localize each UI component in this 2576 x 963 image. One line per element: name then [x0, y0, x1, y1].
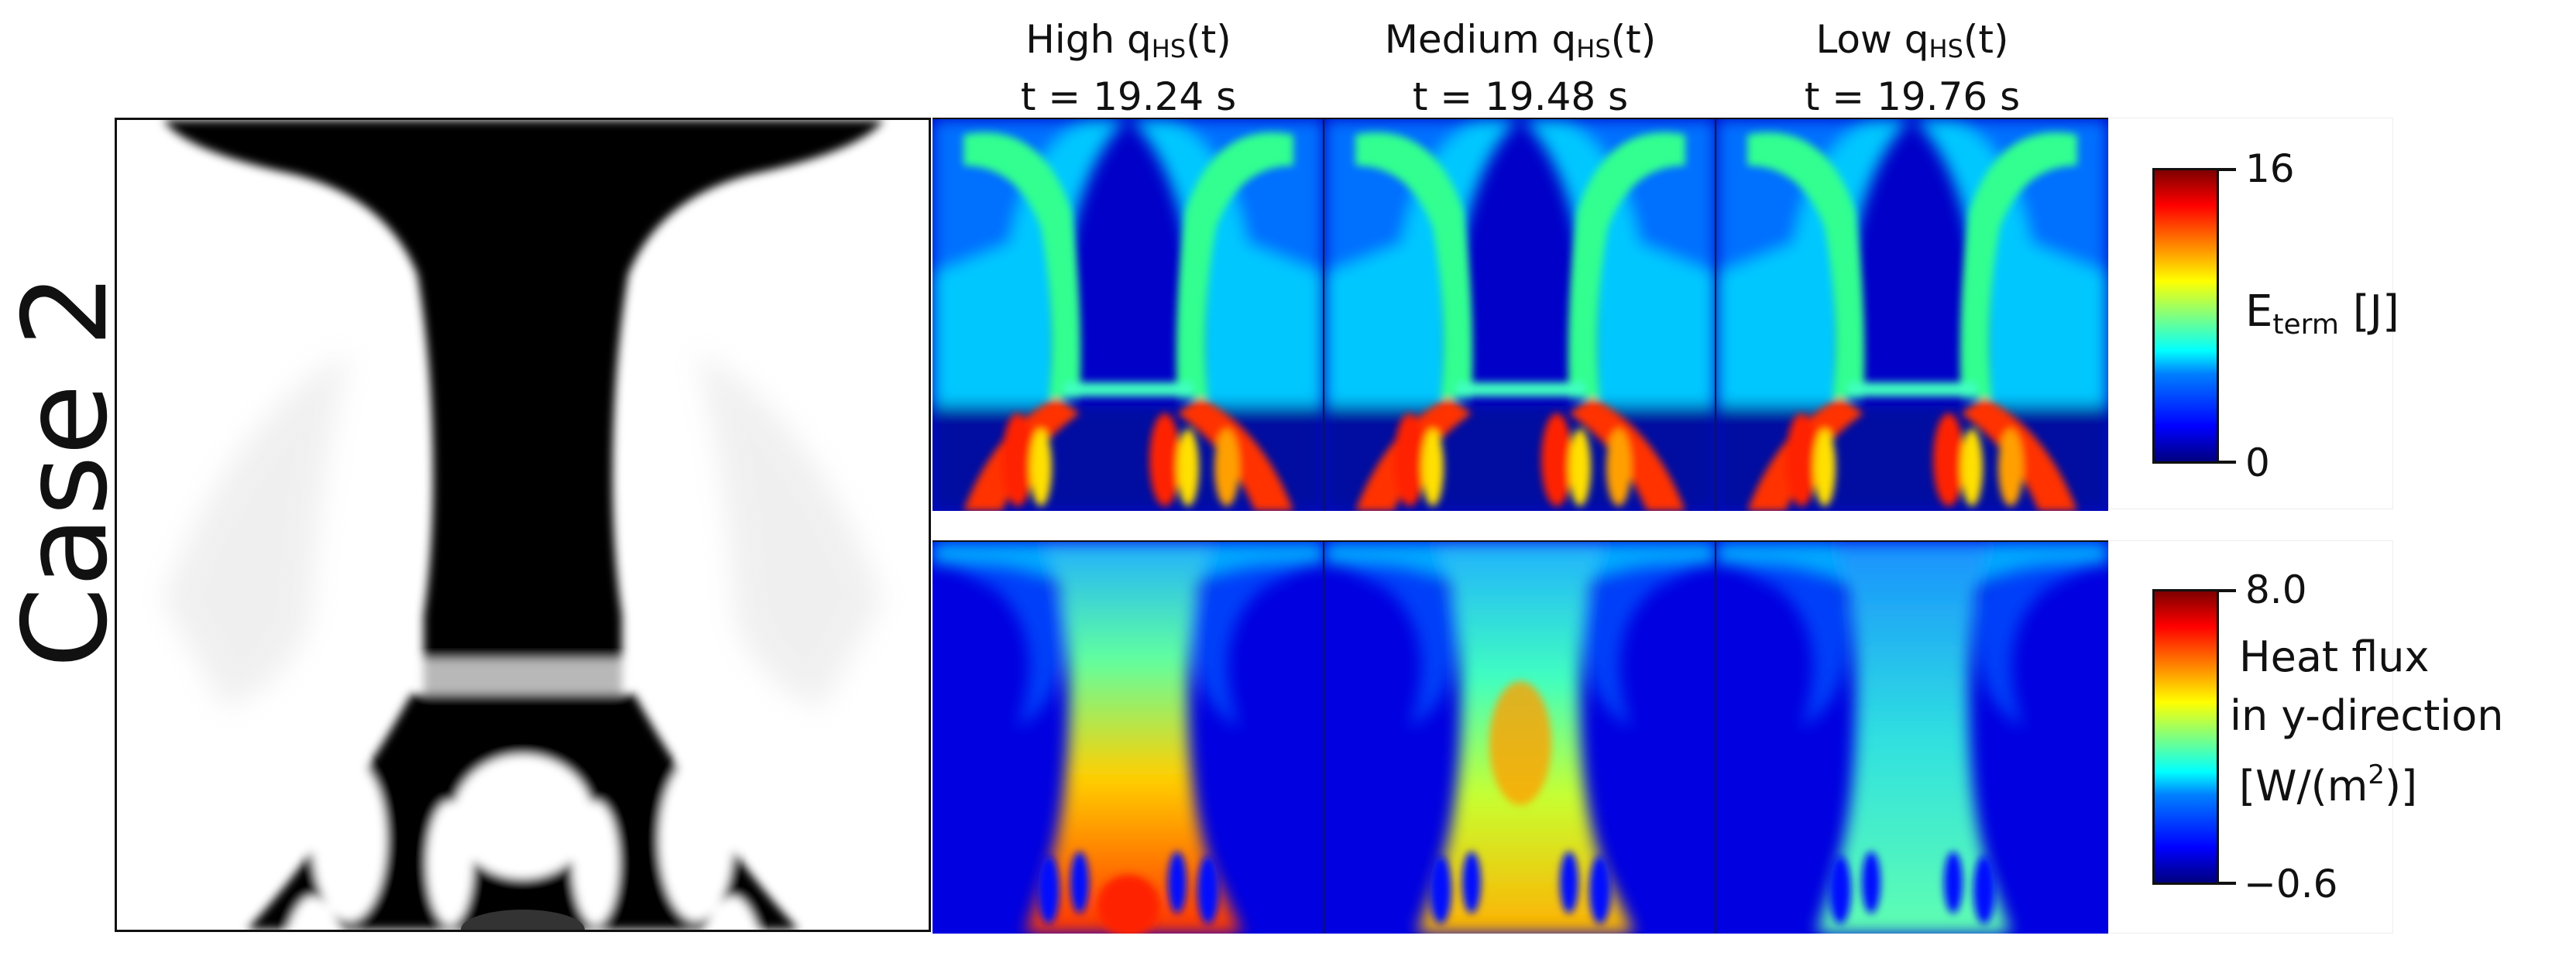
heading-low: Low qHS(t) t = 19.76 s [1716, 15, 2108, 121]
heading-low-name: Low q [1815, 17, 1929, 62]
heading-high-sub: HS [1151, 34, 1187, 63]
phase-field-panel [115, 118, 931, 932]
heading-high-name: High q [1025, 17, 1152, 62]
flux-colorbar-panel: 8.0 −0.6 Heat flux in y-direction [W/(m2… [2108, 540, 2504, 934]
energy-colorbar-title: Eterm [J] [2245, 283, 2399, 355]
energy-title-sub: term [2272, 309, 2339, 341]
flux-title-line3-post: )] [2384, 762, 2418, 810]
energy-tick-max [2219, 168, 2236, 171]
energy-field-low [1716, 119, 2108, 511]
flux-title-line3-sup: 2 [2368, 759, 2385, 790]
flux-field-low [1716, 542, 2108, 934]
flux-title-line3: [W/(m2)] [2239, 745, 2417, 816]
energy-field-medium [1324, 119, 1716, 511]
energy-tick-min [2219, 461, 2236, 464]
heading-medium-sub: HS [1576, 34, 1611, 63]
energy-colorbar [2152, 168, 2219, 464]
case-label: Case 2 [0, 200, 133, 742]
flux-title-line1: Heat flux [2239, 632, 2430, 681]
flux-tick-min [2219, 882, 2236, 885]
flux-colorbar [2152, 589, 2219, 885]
heading-high-suffix: (t) [1186, 17, 1231, 62]
heading-medium: Medium qHS(t) t = 19.48 s [1324, 15, 1716, 121]
flux-colorbar-title: Heat flux in y-direction [W/(m2)] [2230, 628, 2504, 816]
energy-title-main: E [2245, 286, 2273, 337]
heading-medium-suffix: (t) [1610, 17, 1657, 62]
heading-medium-name: Medium q [1384, 17, 1577, 62]
heading-medium-time: t = 19.48 s [1412, 74, 1629, 119]
heading-low-sub: HS [1929, 34, 1963, 63]
energy-colorbar-panel: 16 0 Eterm [J] [2108, 118, 2399, 509]
heading-high: High qHS(t) t = 19.24 s [933, 15, 1324, 121]
energy-row [933, 118, 2108, 511]
energy-min-label: 0 [2245, 440, 2270, 485]
flux-min-label: −0.6 [2244, 862, 2338, 906]
energy-title-unit: [J] [2338, 286, 2399, 337]
flux-max-label: 8.0 [2245, 567, 2307, 612]
heading-low-time: t = 19.76 s [1804, 74, 2021, 119]
flux-title-line3-pre: [W/(m [2239, 762, 2368, 810]
heading-high-time: t = 19.24 s [1020, 74, 1237, 119]
flux-field-medium [1324, 542, 1716, 934]
energy-max-label: 16 [2245, 146, 2295, 191]
flux-tick-max [2219, 589, 2236, 592]
case-label-text: Case 2 [0, 272, 133, 669]
heading-low-suffix: (t) [1963, 17, 2009, 62]
energy-field-high [933, 119, 1324, 511]
phase-field-image [117, 120, 929, 930]
flux-row [933, 540, 2108, 934]
flux-field-high [933, 542, 1324, 934]
flux-title-line2: in y-direction [2230, 691, 2504, 740]
